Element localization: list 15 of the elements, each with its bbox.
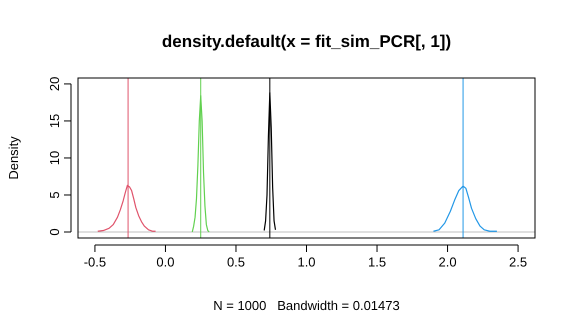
- x-tick-label: 0.0: [156, 254, 174, 270]
- x-tick-label: 0.5: [226, 254, 246, 270]
- y-tick-label: 10: [47, 150, 62, 166]
- x-tick-label: 1.5: [368, 254, 386, 270]
- x-axis-title: N = 1000 Bandwidth = 0.01473: [213, 298, 400, 313]
- x-tick-label: 2.0: [438, 254, 457, 270]
- y-tick-label: 5: [47, 191, 62, 199]
- y-tick-label: 15: [47, 114, 62, 128]
- x-tick-label: 1.0: [297, 254, 316, 270]
- y-tick-label: 20: [47, 76, 62, 92]
- x-tick-label: -0.5: [84, 254, 106, 270]
- chart-title: density.default(x = fit_sim_PCR[, 1]): [162, 32, 452, 51]
- y-axis-title: Density: [6, 136, 21, 180]
- y-tick-label: 0: [47, 228, 62, 236]
- x-tick-label: 2.5: [509, 254, 528, 270]
